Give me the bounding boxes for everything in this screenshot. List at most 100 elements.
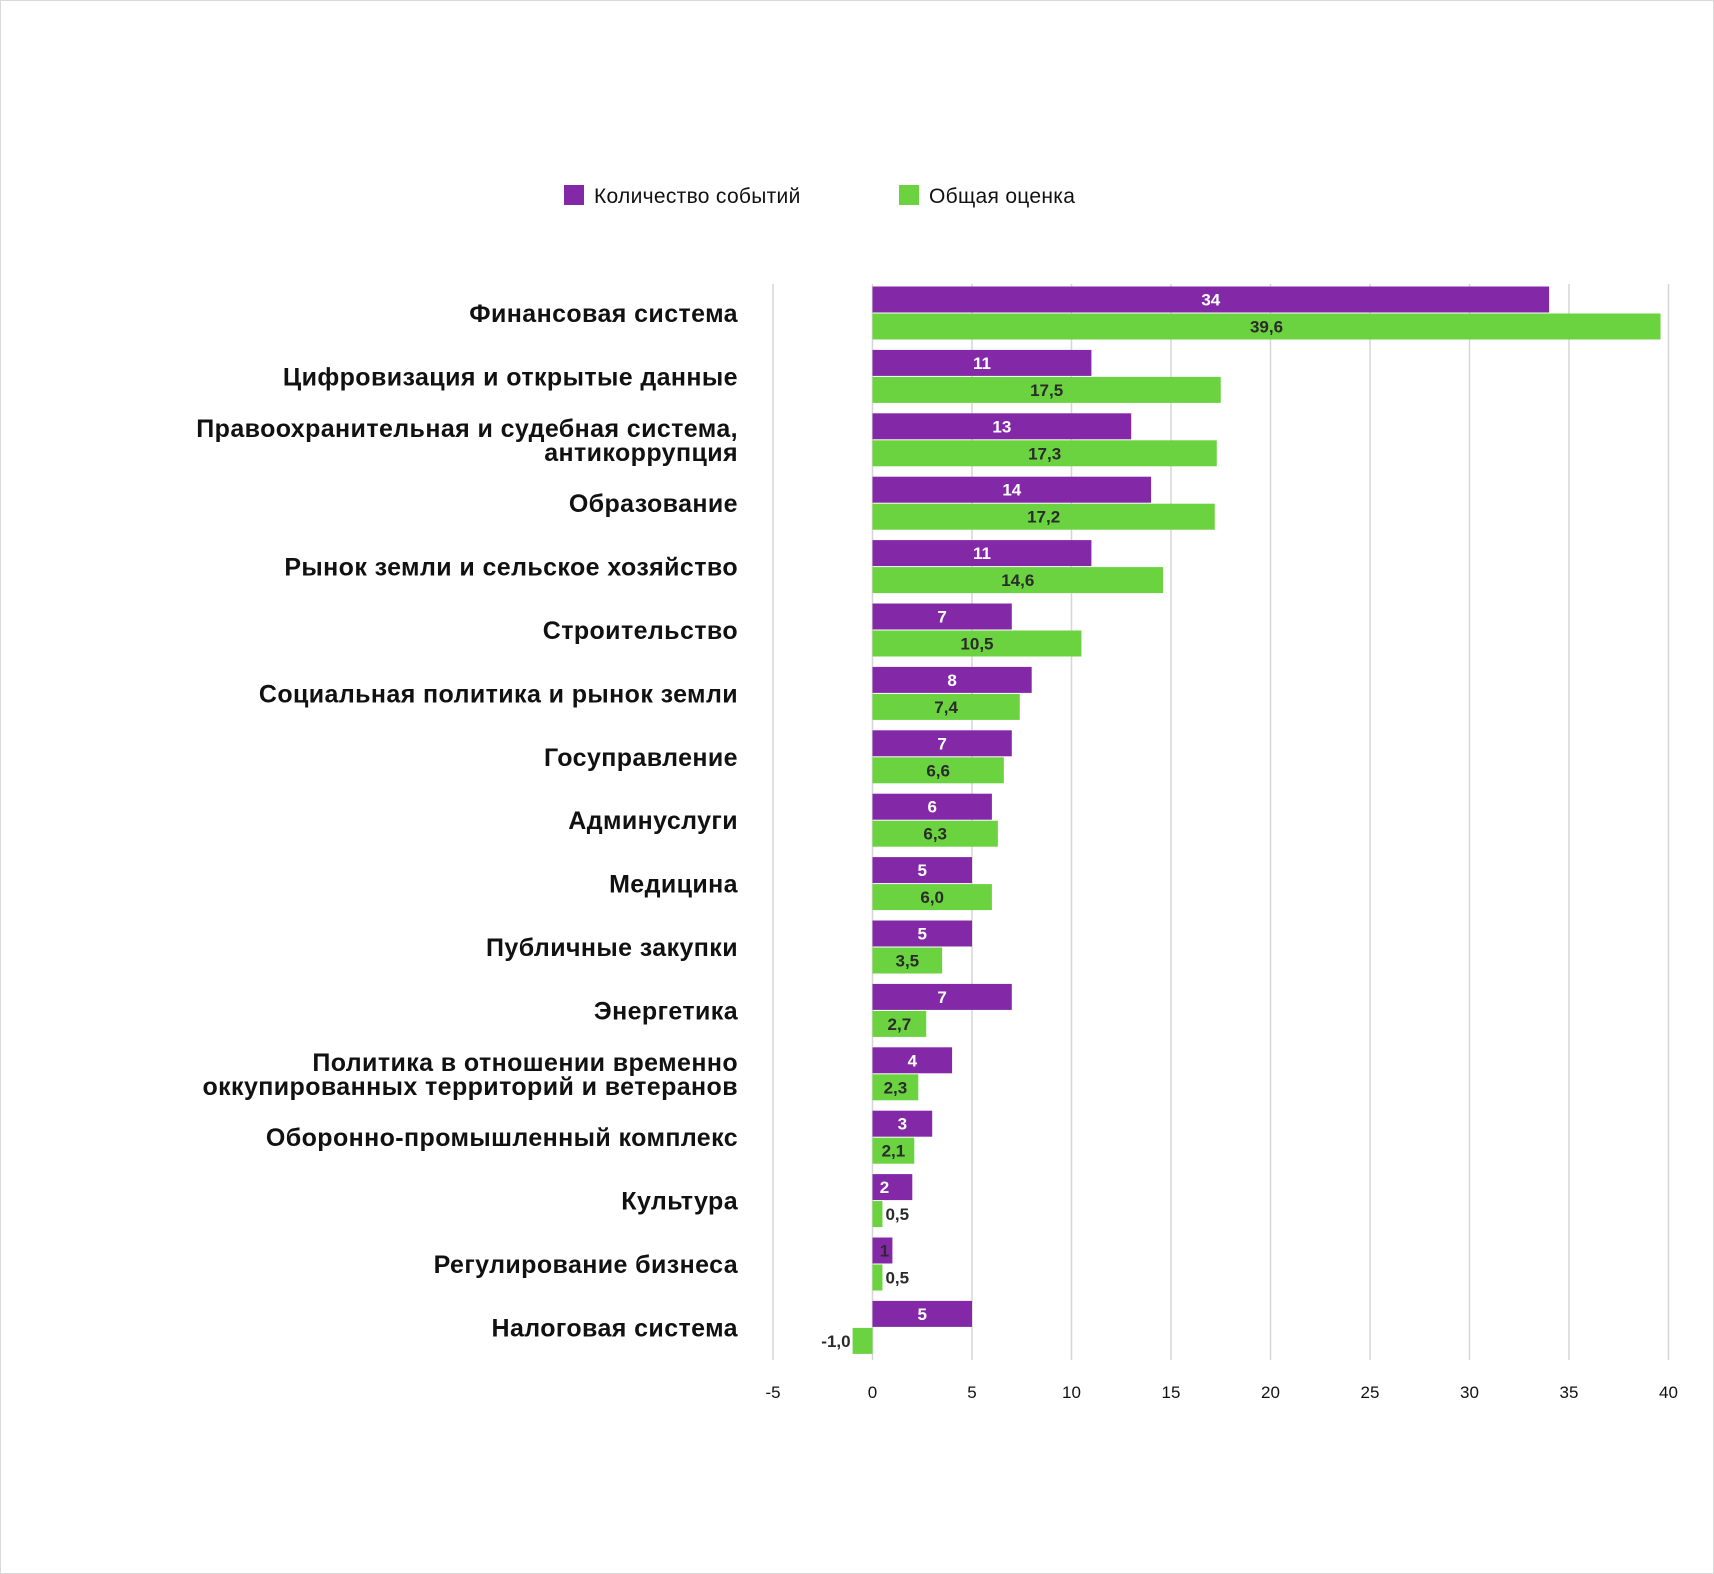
bar [872,1201,883,1228]
bar [872,1174,913,1201]
category-label-line: Рынок земли и сельское хозяйство [284,554,738,582]
data-label: 5 [918,925,927,944]
data-label: 7 [937,608,946,627]
category-label-line: Энергетика [594,997,739,1025]
data-label: 6,0 [920,888,944,907]
bar [852,1327,873,1354]
data-label: 0,5 [885,1205,909,1224]
data-label: 10,5 [960,635,993,654]
bar [872,857,972,884]
data-label: 14 [1002,481,1021,500]
data-label: 2 [880,1178,889,1197]
x-tick-label: 5 [967,1383,976,1402]
data-label: 13 [992,417,1011,436]
data-label: 3,5 [896,952,920,971]
legend-swatch [899,185,919,205]
category-label-line: Финансовая система [469,300,738,328]
legend-label: Количество событий [594,185,801,208]
bar [872,947,943,974]
bar [872,693,1020,720]
category-label: Налоговая система [492,1314,739,1342]
bar [872,730,1012,757]
bar [872,413,1132,440]
category-label-line: Оборонно-промышленный комплекс [266,1124,738,1152]
category-label-line: Социальная политика и рынок земли [259,680,738,708]
bar [872,603,1012,630]
data-label: 39,6 [1250,318,1283,337]
x-tick-label: 10 [1062,1383,1081,1402]
x-axis-ticks: -5 0 5 10 15 20 25 30 35 40 [765,1383,1678,1402]
data-label: 6,6 [926,761,950,780]
data-label: 17,3 [1028,444,1061,463]
bars: 3439,61117,51317,31417,21114,6710,587,47… [821,286,1661,1354]
legend: Количество событий Общая оценка [564,185,1075,208]
category-label-line: Налоговая система [492,1314,739,1342]
bar [872,1137,915,1164]
x-tick-label: -5 [765,1383,780,1402]
data-label: 5 [918,1305,927,1324]
category-label: Рынок земли и сельское хозяйство [284,554,738,582]
bar [872,1300,972,1327]
x-tick-label: 40 [1659,1383,1678,1402]
bar [872,793,992,820]
bar [872,920,972,947]
category-label: Строительство [543,617,738,645]
category-label: Цифровизация и открытые данные [283,363,738,391]
bar [872,376,1221,403]
category-label-line: Культура [621,1188,738,1216]
bar [872,440,1217,467]
category-label: Медицина [609,871,739,899]
category-label-line: Медицина [609,871,739,899]
bar [872,1047,953,1074]
data-label: 11 [973,354,991,373]
category-label: Образование [569,490,738,518]
category-label-line: Публичные закупки [486,934,738,962]
data-label: 17,2 [1027,508,1060,527]
category-label: Энергетика [594,997,739,1025]
category-label-line: Госуправление [544,744,738,772]
data-label: 6,3 [923,825,947,844]
data-label: 4 [908,1051,918,1070]
bar [872,476,1152,503]
category-label: Публичные закупки [486,934,738,962]
bar [872,757,1004,784]
category-label-line: Политика в отношении временно [312,1049,738,1077]
category-label-line: Регулирование бизнеса [434,1251,739,1279]
data-label: 8 [947,671,956,690]
category-label-line: Админуслуги [568,807,738,835]
bar [872,630,1082,657]
data-label: 2,3 [884,1078,908,1097]
data-label: 14,6 [1001,571,1034,590]
category-labels: Финансовая система Цифровизация и открыты… [196,300,738,1342]
legend-swatch [564,185,584,205]
category-label: Правоохранительная и судебная система, ан… [196,415,738,467]
bar [872,1010,927,1037]
bar [872,1074,919,1101]
bar [872,1110,933,1137]
data-label: 7 [937,734,946,753]
bar [872,540,1092,567]
data-label: 5 [918,861,927,880]
bar [872,820,998,847]
category-label-line: Правоохранительная и судебная система, [196,415,738,443]
x-tick-label: 30 [1460,1383,1479,1402]
data-label: 7 [937,988,946,1007]
category-label-line: Цифровизация и открытые данные [283,363,738,391]
category-label: Финансовая система [469,300,738,328]
category-label-line: антикоррупция [544,439,738,467]
data-label: -1,0 [821,1332,850,1351]
category-label: Политика в отношении временно оккупирован… [202,1049,738,1101]
data-label: 2,7 [888,1015,912,1034]
bar [872,313,1661,340]
x-tick-label: 15 [1162,1383,1181,1402]
bar [872,983,1012,1010]
bar [872,349,1092,376]
category-label: Культура [621,1188,738,1216]
category-label-line: оккупированных территорий и ветеранов [202,1073,738,1101]
data-label: 34 [1201,291,1220,310]
category-label: Оборонно-промышленный комплекс [266,1124,738,1152]
bar [872,567,1164,594]
data-label: 0,5 [885,1269,909,1288]
category-label: Социальная политика и рынок земли [259,680,738,708]
